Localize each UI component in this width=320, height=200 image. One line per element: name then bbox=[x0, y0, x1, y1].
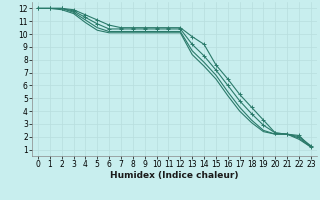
X-axis label: Humidex (Indice chaleur): Humidex (Indice chaleur) bbox=[110, 171, 239, 180]
